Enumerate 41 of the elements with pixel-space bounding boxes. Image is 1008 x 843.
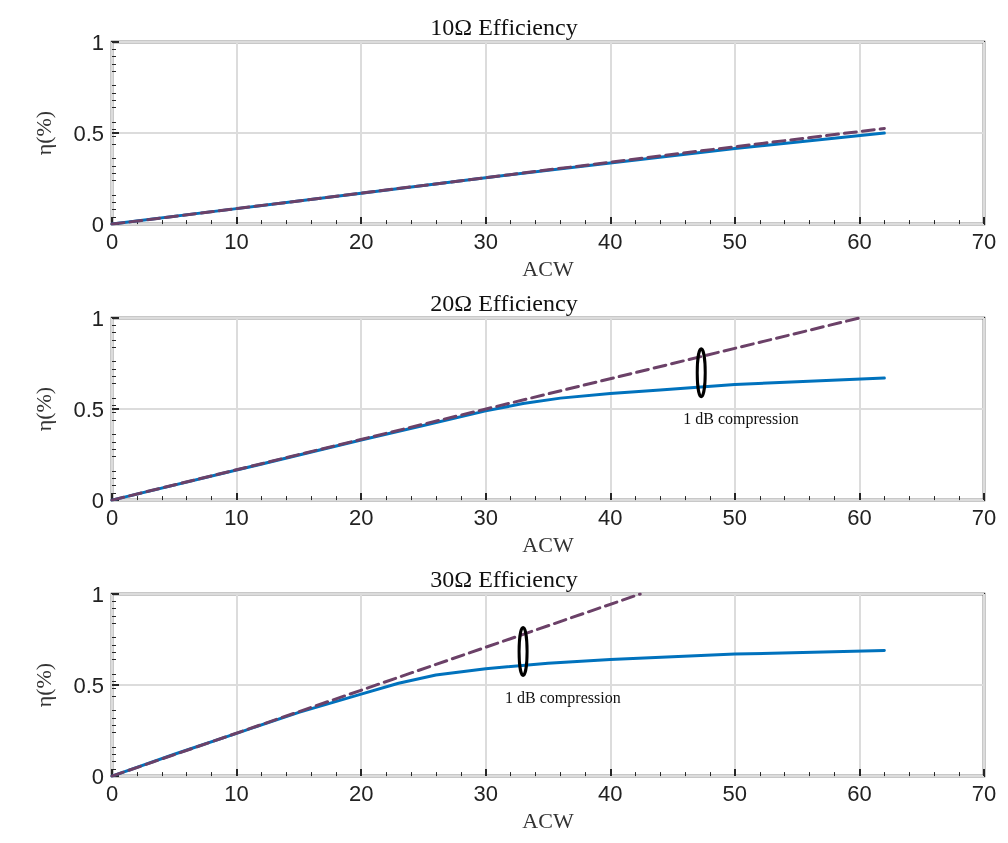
x-tick-label: 10 bbox=[224, 504, 249, 530]
x-tick-label: 60 bbox=[847, 780, 872, 806]
x-tick-label: 40 bbox=[598, 228, 623, 254]
y-tick-label: 1 bbox=[91, 581, 104, 607]
chart-title: 20Ω Efficiency bbox=[430, 290, 578, 316]
y-tick-label: 1 bbox=[91, 29, 104, 55]
x-tick-label: 20 bbox=[348, 504, 374, 530]
x-axis-title: ACW bbox=[522, 531, 574, 557]
annotation: 1 dB compression bbox=[683, 410, 799, 429]
x-tick-label: 10 bbox=[224, 780, 249, 806]
x-tick-label: 10 bbox=[224, 228, 249, 254]
y-tick-label: 0.5 bbox=[73, 672, 104, 698]
y-tick-label: 0.5 bbox=[73, 396, 104, 422]
chart-title: 10Ω Efficiency bbox=[430, 14, 578, 40]
x-tick-label: 70 bbox=[971, 504, 997, 530]
x-tick-label: 50 bbox=[722, 780, 748, 806]
y-tick-label: 1 bbox=[91, 305, 104, 331]
y-tick-label: 0.5 bbox=[73, 120, 104, 146]
x-axis-title: ACW bbox=[522, 255, 574, 281]
y-axis-title: η(%) bbox=[30, 662, 56, 708]
x-tick-label: 30 bbox=[473, 228, 498, 254]
x-tick-label: 30 bbox=[473, 504, 498, 530]
y-axis-title: η(%) bbox=[30, 386, 56, 432]
x-tick-label: 20 bbox=[348, 228, 374, 254]
x-tick-label: 30 bbox=[473, 780, 498, 806]
x-tick-label: 60 bbox=[847, 228, 872, 254]
x-axis-title: ACW bbox=[522, 807, 574, 833]
x-tick-label: 60 bbox=[847, 504, 872, 530]
y-tick-label: 0 bbox=[91, 487, 104, 513]
x-tick-label: 70 bbox=[971, 780, 997, 806]
y-tick-label: 0 bbox=[91, 763, 104, 789]
x-tick-label: 50 bbox=[722, 504, 748, 530]
x-tick-label: 50 bbox=[722, 228, 748, 254]
chart-title: 30Ω Efficiency bbox=[430, 566, 578, 592]
x-tick-label: 40 bbox=[598, 504, 623, 530]
x-tick-label: 20 bbox=[348, 780, 374, 806]
x-tick-label: 70 bbox=[971, 228, 997, 254]
annotation: 1 dB compression bbox=[505, 688, 621, 707]
y-axis-title: η(%) bbox=[30, 110, 56, 156]
y-tick-label: 0 bbox=[91, 211, 104, 237]
x-tick-label: 40 bbox=[598, 780, 623, 806]
